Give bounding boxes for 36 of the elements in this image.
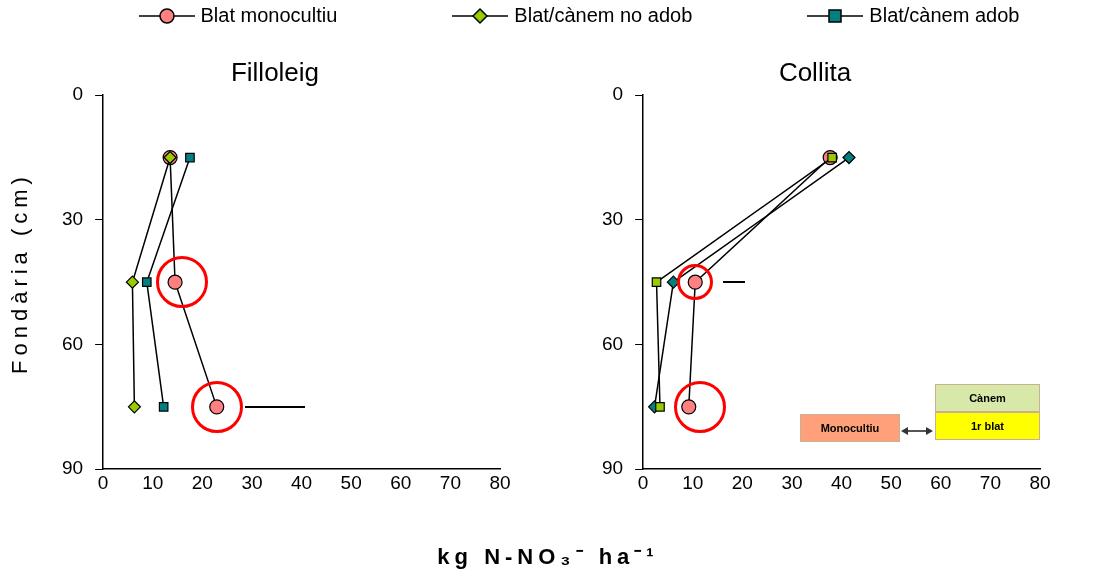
y-tick-label: 30: [601, 208, 624, 230]
label-box: Monocultiu: [800, 414, 900, 443]
x-tick-label: 40: [291, 471, 313, 493]
x-tick-label: 50: [880, 471, 902, 493]
label-box: Cànem: [935, 384, 1040, 413]
label-box: 1r blat: [935, 412, 1040, 441]
x-tick-label: 80: [489, 471, 511, 493]
y-tick-label: 60: [61, 332, 84, 354]
x-tick-label: 20: [731, 471, 753, 493]
y-tick-label: 0: [72, 83, 84, 105]
x-tick-label: 0: [97, 471, 109, 493]
x-tick-label: 10: [682, 471, 704, 493]
y-tick-label: 90: [601, 457, 624, 479]
y-tick-label: 90: [61, 457, 84, 479]
chart-title: Collita: [778, 56, 852, 87]
x-tick-label: 80: [1029, 471, 1051, 493]
x-tick-label: 60: [390, 471, 412, 493]
x-tick-label: 30: [241, 471, 263, 493]
x-tick-label: 20: [191, 471, 213, 493]
y-axis-title: Fondària (cm): [7, 171, 33, 376]
x-tick-label: 10: [142, 471, 164, 493]
x-tick-label: 50: [340, 471, 362, 493]
y-tick-label: 60: [601, 332, 624, 354]
x-tick-label: 70: [979, 471, 1001, 493]
legend-label: Blat/cànem adob: [869, 4, 1020, 27]
legend-label: Blat/cànem no adob: [514, 4, 693, 27]
y-tick-label: 30: [61, 208, 84, 230]
x-tick-label: 0: [637, 471, 649, 493]
y-tick-label: 0: [612, 83, 624, 105]
x-tick-label: 40: [831, 471, 853, 493]
chart-title: Filloleig: [230, 56, 320, 87]
legend-label: Blat monocultiu: [200, 4, 338, 27]
x-tick-label: 30: [781, 471, 803, 493]
x-axis-title: kg N-NO₃⁻ ha⁻¹: [436, 543, 660, 570]
x-tick-label: 60: [930, 471, 952, 493]
x-tick-label: 70: [439, 471, 461, 493]
